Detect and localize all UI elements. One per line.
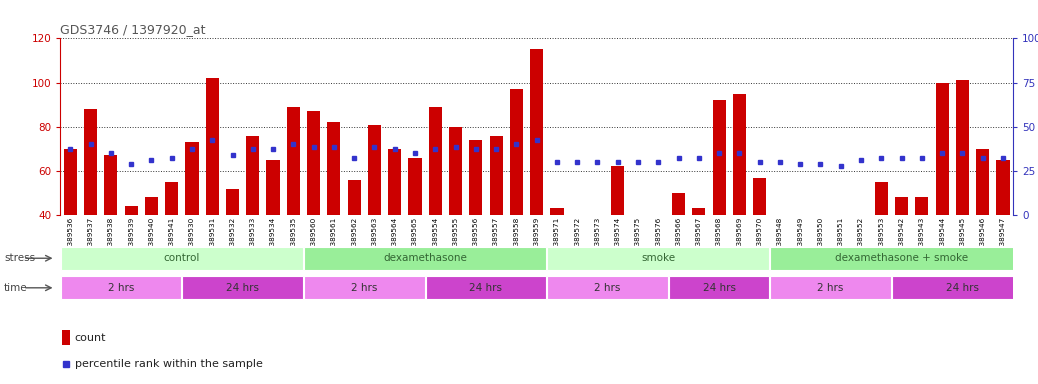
Text: GDS3746 / 1397920_at: GDS3746 / 1397920_at	[60, 23, 206, 36]
Bar	[246, 136, 260, 215]
Bar	[892, 276, 1033, 299]
Text: 24 hrs: 24 hrs	[703, 283, 736, 293]
Bar	[62, 330, 70, 345]
Bar	[61, 276, 182, 299]
Bar	[165, 182, 179, 215]
Text: 24 hrs: 24 hrs	[469, 283, 502, 293]
Bar	[631, 215, 645, 259]
Bar	[61, 247, 303, 270]
Text: 24 hrs: 24 hrs	[226, 283, 260, 293]
Bar	[510, 89, 523, 215]
Text: time: time	[4, 283, 28, 293]
Bar	[104, 156, 117, 215]
Bar	[611, 167, 624, 215]
Bar	[367, 124, 381, 215]
Bar	[530, 50, 543, 215]
Bar	[976, 149, 989, 215]
Bar	[186, 142, 198, 215]
Text: 2 hrs: 2 hrs	[818, 283, 844, 293]
Bar	[84, 109, 98, 215]
Bar	[935, 83, 949, 215]
Bar	[670, 276, 769, 299]
Bar	[733, 94, 746, 215]
Bar	[429, 107, 442, 215]
Bar	[754, 177, 766, 215]
Bar	[916, 197, 928, 215]
Bar	[854, 215, 868, 224]
Bar	[814, 215, 827, 259]
Bar	[794, 215, 807, 259]
Bar	[426, 276, 546, 299]
Bar	[547, 247, 769, 270]
Bar	[125, 206, 138, 215]
Bar	[286, 107, 300, 215]
Bar	[547, 276, 667, 299]
Text: 2 hrs: 2 hrs	[108, 283, 134, 293]
Bar	[307, 111, 320, 215]
Bar	[183, 276, 303, 299]
Bar	[388, 149, 402, 215]
Text: 24 hrs: 24 hrs	[946, 283, 979, 293]
Bar	[206, 78, 219, 215]
Bar	[63, 149, 77, 215]
Bar	[226, 189, 239, 215]
Bar	[327, 122, 340, 215]
Bar	[712, 100, 726, 215]
Bar	[692, 209, 706, 215]
Bar	[571, 215, 583, 237]
Bar	[956, 80, 969, 215]
Text: percentile rank within the sample: percentile rank within the sample	[75, 359, 263, 369]
Bar	[408, 158, 421, 215]
Bar	[550, 209, 564, 215]
Text: dexamethasone: dexamethasone	[383, 253, 467, 263]
Text: control: control	[164, 253, 200, 263]
Bar	[267, 160, 279, 215]
Bar	[304, 276, 425, 299]
Bar	[773, 215, 787, 242]
Bar	[469, 140, 483, 215]
Bar	[672, 193, 685, 215]
Bar	[449, 127, 462, 215]
Text: dexamethasone + smoke: dexamethasone + smoke	[835, 253, 968, 263]
Text: 2 hrs: 2 hrs	[595, 283, 621, 293]
Text: stress: stress	[4, 253, 35, 263]
Bar	[652, 215, 665, 259]
Bar	[996, 160, 1010, 215]
Bar	[770, 276, 891, 299]
Bar	[591, 215, 604, 226]
Bar	[490, 136, 502, 215]
Bar	[145, 197, 158, 215]
Bar	[304, 247, 546, 270]
Text: smoke: smoke	[641, 253, 676, 263]
Bar	[895, 197, 908, 215]
Bar	[348, 180, 361, 215]
Bar	[770, 247, 1033, 270]
Bar	[875, 182, 887, 215]
Text: count: count	[75, 333, 106, 343]
Text: 2 hrs: 2 hrs	[351, 283, 378, 293]
Bar	[835, 215, 847, 273]
